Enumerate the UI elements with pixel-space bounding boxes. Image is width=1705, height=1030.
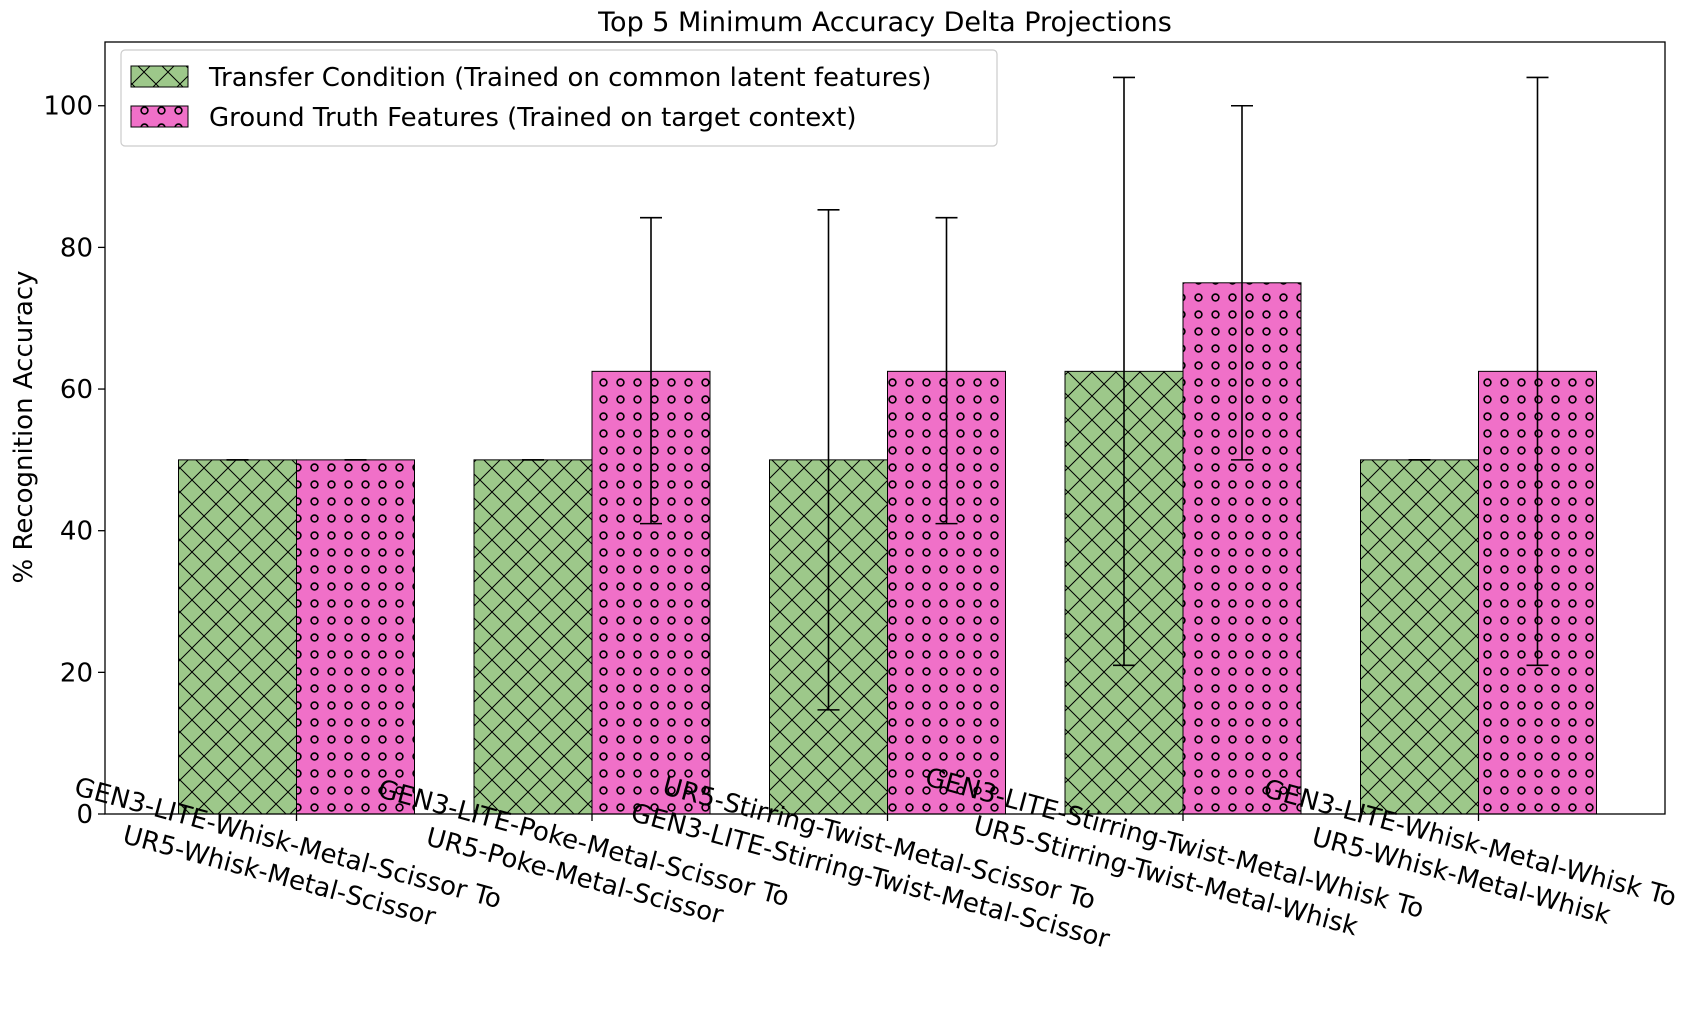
bar-pattern <box>473 459 593 815</box>
bar-pattern <box>296 459 415 815</box>
legend-swatch-pattern <box>130 65 189 88</box>
legend-swatch-pattern <box>130 105 189 128</box>
y-tick-label: 60 <box>60 375 93 405</box>
y-tick-label: 80 <box>60 233 93 263</box>
y-tick-label: 40 <box>60 517 93 547</box>
error-bar <box>1113 76 1135 667</box>
plot-frame <box>104 41 1666 815</box>
legend: Transfer Condition (Trained on common la… <box>120 49 998 147</box>
error-bar <box>640 216 662 525</box>
bar-pattern <box>1360 459 1479 815</box>
error-bar <box>1526 76 1549 667</box>
y-tick-label: 20 <box>60 658 93 688</box>
chart-title: Top 5 Minimum Accuracy Delta Projections <box>597 7 1172 38</box>
legend-label: Transfer Condition (Trained on common la… <box>208 63 931 93</box>
y-axis-label: % Recognition Accuracy <box>9 270 39 583</box>
error-bar <box>935 216 958 525</box>
legend-box <box>120 49 998 147</box>
legend-label: Ground Truth Features (Trained on target… <box>209 103 857 133</box>
error-bar <box>1231 104 1253 461</box>
error-bar <box>817 209 840 711</box>
y-tick-label: 100 <box>43 92 93 122</box>
plot-area: 020406080100GEN3-LITE-Whisk-Metal-Scisso… <box>43 76 1679 955</box>
y-tick-label: 0 <box>76 800 93 830</box>
bar-pattern <box>178 459 297 815</box>
